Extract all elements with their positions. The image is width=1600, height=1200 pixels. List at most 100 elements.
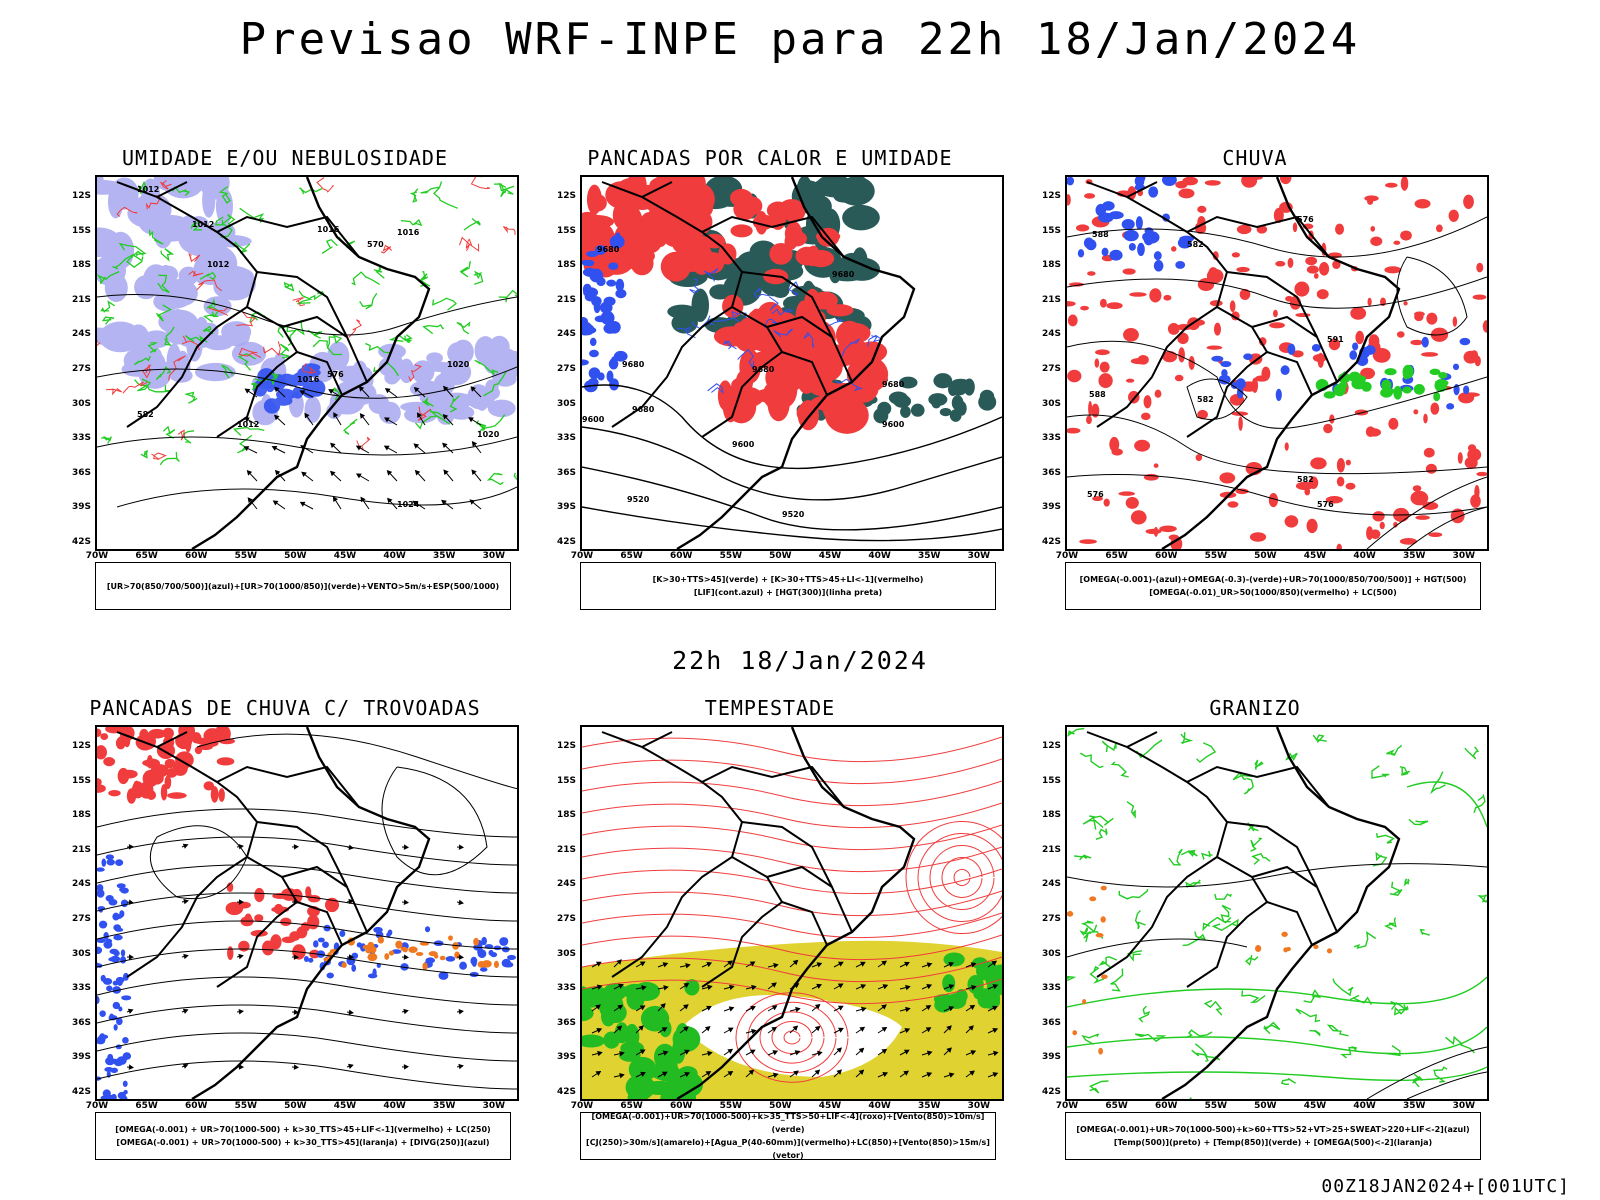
legend-line: [K>30+TTS>45](verde) + [K>30+TTS>45+LI<-… [652, 575, 924, 584]
contour-label: 9600 [582, 415, 605, 424]
lon-tick-label: 60W [184, 551, 208, 561]
map-canvas [582, 727, 1002, 1099]
field-area [323, 935, 499, 971]
lat-tick-label: 18S [1041, 810, 1061, 821]
map-frame [95, 725, 519, 1101]
lat-tick-label: 24S [1041, 879, 1061, 890]
lat-tick-label: 12S [71, 741, 91, 751]
lon-tick-label: 30W [1452, 551, 1476, 561]
contour-label: 576 [1317, 500, 1334, 509]
panel-chuva: CHUVA 588 582 576 588 582 576 591 582 576 [OMEGA… [1015, 146, 1495, 616]
contour-lines [1067, 727, 1487, 1099]
isolines [676, 177, 916, 549]
legend-line: [OMEGA(-0.001)-(azul)+OMEGA(-0.3)-(verde… [1079, 575, 1467, 584]
contour-label: 582 [137, 410, 154, 419]
panel-tempestade: TEMPESTADE [OMEGA(-0.001)+UR>70(1000-500… [530, 696, 1010, 1166]
wind-vectors [591, 959, 999, 1079]
lat-tick-label: 18S [1041, 260, 1061, 271]
lon-tick-label: 70W [570, 551, 594, 561]
lat-tick-label: 39S [1041, 1052, 1061, 1063]
lat-tick-label: 12S [556, 191, 576, 201]
lon-tick-label: 45W [333, 551, 357, 561]
contour-label: 588 [1092, 230, 1109, 239]
map-canvas [97, 727, 517, 1099]
lat-tick-label: 27S [556, 364, 576, 374]
legend-line: [OMEGA(-0.001)+UR>70(1000-500)+k>35_TTS>… [591, 1112, 985, 1134]
lat-tick-label: 15S [71, 225, 91, 236]
lon-tick-label: 35W [432, 1101, 456, 1111]
isolines [1067, 781, 1487, 1082]
field-area [1315, 364, 1449, 402]
lon-tick-label: 70W [1055, 1101, 1079, 1111]
lon-tick-label: 45W [818, 551, 842, 561]
lon-tick-label: 50W [769, 1101, 792, 1111]
panel-trovoadas: PANCADAS DE CHUVA C/ TROVOADAS [OMEGA(-0… [45, 696, 525, 1166]
map-canvas: 588 582 576 588 582 576 591 582 576 [1067, 177, 1487, 549]
lat-tick-label: 27S [1041, 914, 1061, 924]
lat-tick-label: 33S [556, 983, 576, 994]
lon-tick-label: 65W [135, 551, 158, 561]
contour-label: 1020 [447, 360, 470, 369]
lon-tick-label: 30W [967, 551, 991, 561]
field-area [97, 727, 235, 804]
isolines [582, 736, 1002, 1083]
lat-tick-label: 36S [1041, 467, 1061, 478]
field-area [582, 232, 628, 393]
contour-label: 9680 [622, 360, 645, 369]
lon-tick-label: 50W [284, 551, 307, 561]
lat-tick-label: 24S [556, 329, 576, 340]
map-frame: 588 582 576 588 582 576 591 582 576 [1065, 175, 1489, 551]
lat-tick-label: 39S [556, 1052, 576, 1063]
isolines [1161, 177, 1401, 549]
lon-tick-label: 60W [669, 1101, 693, 1111]
lat-tick-label: 42S [556, 1087, 576, 1097]
contour-label: 591 [1327, 335, 1344, 344]
lat-tick-label: 21S [1041, 294, 1061, 305]
isolines [1067, 863, 1487, 1099]
lat-tick-label: 39S [71, 502, 91, 513]
lon-tick-label: 40W [383, 551, 406, 561]
lat-tick-label: 12S [71, 191, 91, 201]
lon-tick-label: 70W [1055, 551, 1079, 561]
lat-tick-label: 21S [1041, 844, 1061, 855]
contour-label: 576 [1087, 490, 1104, 499]
lat-tick-label: 27S [556, 914, 576, 924]
lon-tick-label: 60W [1154, 551, 1178, 561]
lat-tick-label: 33S [71, 983, 91, 994]
lon-tick-label: 30W [482, 551, 506, 561]
lon-tick-label: 35W [1402, 1101, 1426, 1111]
lat-tick-label: 15S [556, 225, 576, 236]
lon-tick-label: 65W [620, 551, 643, 561]
lon-tick-label: 60W [1154, 1101, 1178, 1111]
contour-label: 1012 [237, 420, 259, 429]
contour-label: 9680 [597, 245, 620, 254]
panel-title: PANCADAS POR CALOR E UMIDADE [587, 146, 953, 170]
lon-tick-label: 55W [234, 551, 258, 561]
panel-title: GRANIZO [1209, 696, 1301, 720]
contour-label: 1020 [477, 430, 500, 439]
lon-tick-label: 70W [85, 551, 109, 561]
map-frame [1065, 725, 1489, 1101]
lat-tick-label: 24S [556, 879, 576, 890]
legend-box: [OMEGA(-0.001)-(azul)+OMEGA(-0.3)-(verde… [1065, 562, 1481, 610]
lat-tick-label: 36S [1041, 1017, 1061, 1028]
lat-tick-label: 18S [71, 260, 91, 271]
wind-vectors [243, 385, 482, 510]
contour-labels: 1012 1012 1012 1016 1016 1016 1020 1020 1024 1012… [137, 185, 500, 509]
isolines [191, 727, 431, 1099]
contour-label: 9520 [782, 510, 805, 519]
lat-tick-label: 42S [556, 537, 576, 547]
lat-tick-label: 42S [1041, 1087, 1061, 1097]
contour-labels: 588 582 576 588 582 576 591 582 576 [1087, 215, 1344, 509]
lon-tick-label: 60W [184, 1101, 208, 1111]
isolines [582, 384, 1002, 542]
lon-tick-label: 45W [818, 1101, 842, 1111]
contour-label: 1016 [397, 228, 420, 237]
lat-tick-label: 21S [71, 294, 91, 305]
legend-line: [UR>70(850/700/500)](azul)+[UR>70(1000/8… [106, 581, 500, 591]
legend-box: [UR>70(850/700/500)](azul)+[UR>70(1000/8… [95, 562, 511, 610]
lat-tick-label: 36S [71, 467, 91, 478]
contour-label: 588 [1089, 390, 1106, 399]
lat-tick-label: 36S [556, 467, 576, 478]
legend-box: [K>30+TTS>45](verde) + [K>30+TTS>45+LI<-… [580, 562, 996, 610]
